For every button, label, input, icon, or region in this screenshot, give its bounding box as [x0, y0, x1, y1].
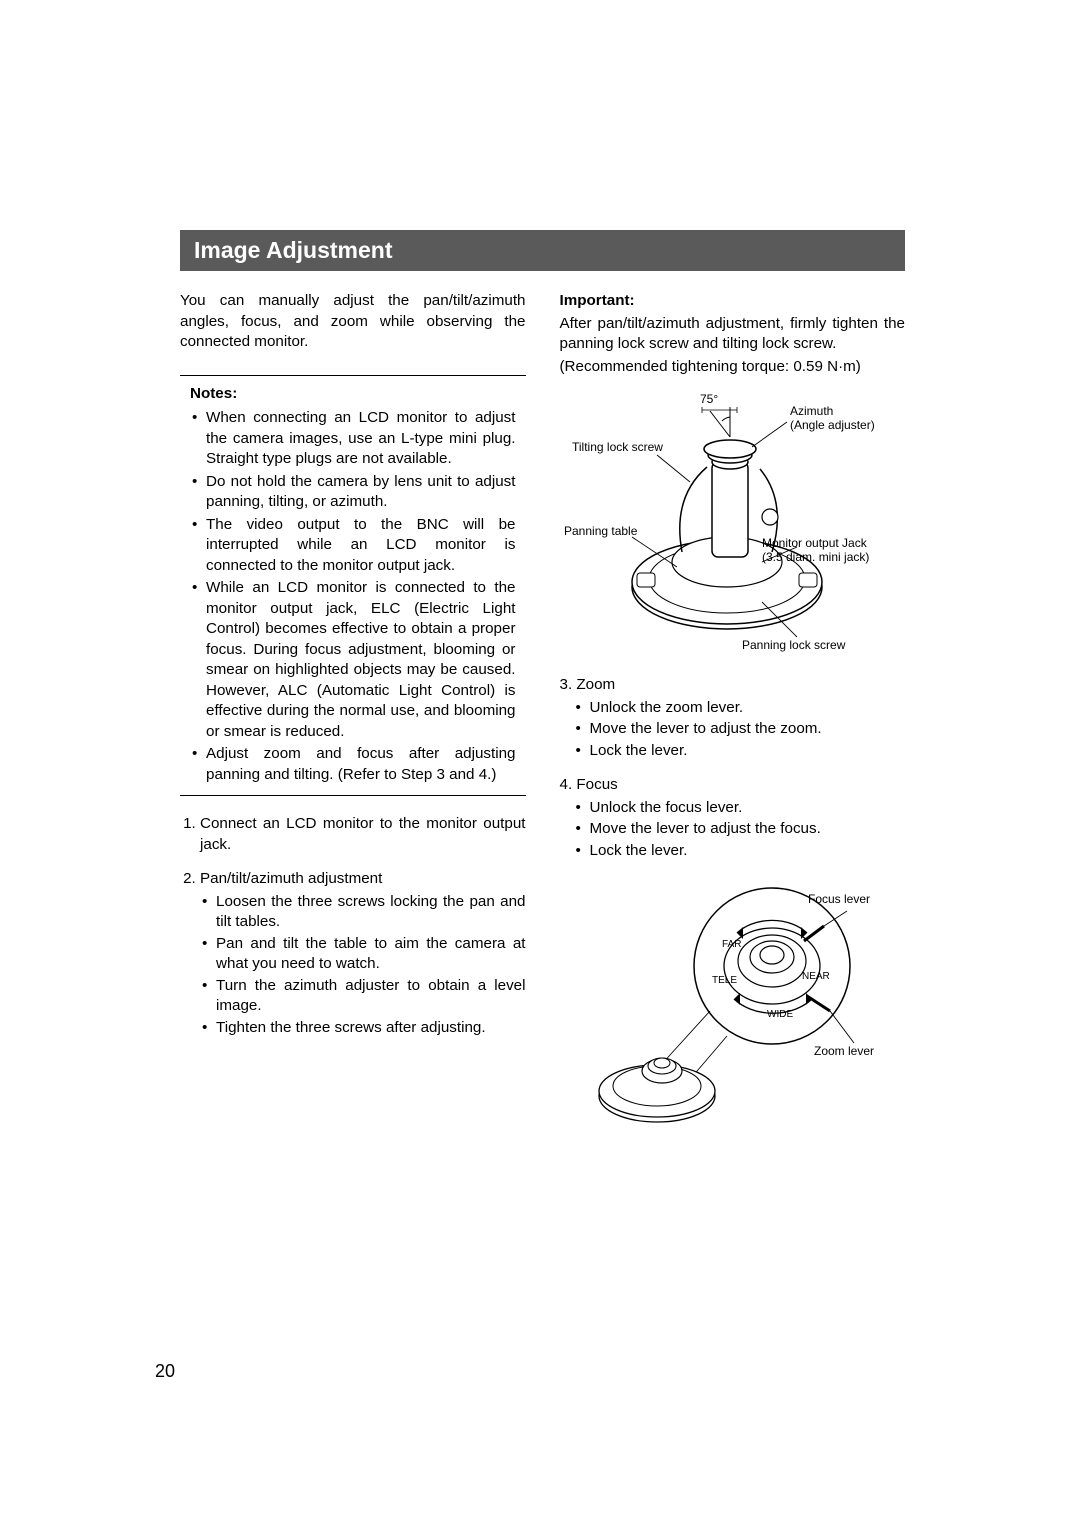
- note-item: The video output to the BNC will be inte…: [206, 515, 516, 577]
- important-text: After pan/tilt/azimuth adjustment, firml…: [560, 314, 906, 355]
- steps-list-left: Connect an LCD monitor to the monitor ou…: [180, 814, 526, 1038]
- important-label: Important:: [560, 291, 906, 312]
- fig2-near: NEAR: [802, 971, 830, 982]
- step-2-item: Tighten the three screws after adjusting…: [216, 1018, 526, 1039]
- step-4-items: Unlock the focus lever. Move the lever t…: [574, 798, 906, 862]
- figure-pan-tilt: 75° Azimuth (Angle adjuster) Tilting loc…: [560, 387, 906, 657]
- step-2: Pan/tilt/azimuth adjustment Loosen the t…: [200, 869, 526, 1038]
- fig2-far: FAR: [722, 939, 741, 950]
- fig2-tele: TELE: [712, 975, 737, 986]
- step-3-items: Unlock the zoom lever. Move the lever to…: [574, 698, 906, 762]
- fig2-zoom-lever: Zoom lever: [814, 1044, 874, 1058]
- fig1-angle: 75°: [700, 392, 718, 406]
- step-2-item: Turn the azimuth adjuster to obtain a le…: [216, 976, 526, 1017]
- step-4-item: Move the lever to adjust the focus.: [590, 819, 906, 840]
- step-3-item: Unlock the zoom lever.: [590, 698, 906, 719]
- figure-zoom-focus: FAR NEAR TELE WIDE Focus lever Zoom leve…: [560, 871, 906, 1131]
- fig1-pan-table: Panning table: [564, 524, 638, 538]
- page: Image Adjustment You can manually adjust…: [0, 0, 1080, 1528]
- fig2-wide: WIDE: [767, 1009, 793, 1020]
- step-4-item: Unlock the focus lever.: [590, 798, 906, 819]
- note-item: Do not hold the camera by lens unit to a…: [206, 472, 516, 513]
- fig1-pan-lock: Panning lock screw: [742, 638, 846, 652]
- fig1-mon-jack1: Monitor output Jack: [762, 536, 868, 550]
- fig1-azimuth2: (Angle adjuster): [790, 418, 875, 432]
- fig1-mon-jack2: (3.5 diam. mini jack): [762, 550, 869, 564]
- step-2-items: Loosen the three screws locking the pan …: [200, 892, 526, 1039]
- step-2-title: Pan/tilt/azimuth adjustment: [200, 870, 382, 887]
- right-column: Important: After pan/tilt/azimuth adjust…: [560, 291, 906, 1149]
- step-3-title: Zoom: [576, 676, 615, 693]
- step-4: 4. Focus Unlock the focus lever. Move th…: [560, 775, 906, 861]
- step-2-item: Loosen the three screws locking the pan …: [216, 892, 526, 933]
- notes-list: When connecting an LCD monitor to adjust…: [190, 408, 516, 785]
- page-number: 20: [155, 1361, 175, 1382]
- intro-text: You can manually adjust the pan/tilt/azi…: [180, 291, 526, 353]
- divider: [180, 375, 526, 376]
- left-column: You can manually adjust the pan/tilt/azi…: [180, 291, 526, 1149]
- fig1-azimuth: Azimuth: [790, 404, 833, 418]
- step-3-item: Move the lever to adjust the zoom.: [590, 719, 906, 740]
- step-1: Connect an LCD monitor to the monitor ou…: [200, 814, 526, 855]
- step-3-item: Lock the lever.: [590, 741, 906, 762]
- note-item: While an LCD monitor is connected to the…: [206, 578, 516, 742]
- content-columns: You can manually adjust the pan/tilt/azi…: [180, 291, 905, 1149]
- note-item: When connecting an LCD monitor to adjust…: [206, 408, 516, 470]
- step-4-title: Focus: [576, 776, 617, 793]
- important-torque: (Recommended tightening torque: 0.59 N·m…: [560, 357, 906, 378]
- note-item: Adjust zoom and focus after adjusting pa…: [206, 744, 516, 785]
- step-4-item: Lock the lever.: [590, 841, 906, 862]
- step-2-item: Pan and tilt the table to aim the camera…: [216, 934, 526, 975]
- section-header: Image Adjustment: [180, 230, 905, 271]
- divider: [180, 795, 526, 796]
- fig1-tilt-lock: Tilting lock screw: [572, 440, 663, 454]
- fig2-focus-lever: Focus lever: [808, 892, 870, 906]
- notes-label: Notes:: [190, 384, 516, 405]
- step-3: 3. Zoom Unlock the zoom lever. Move the …: [560, 675, 906, 761]
